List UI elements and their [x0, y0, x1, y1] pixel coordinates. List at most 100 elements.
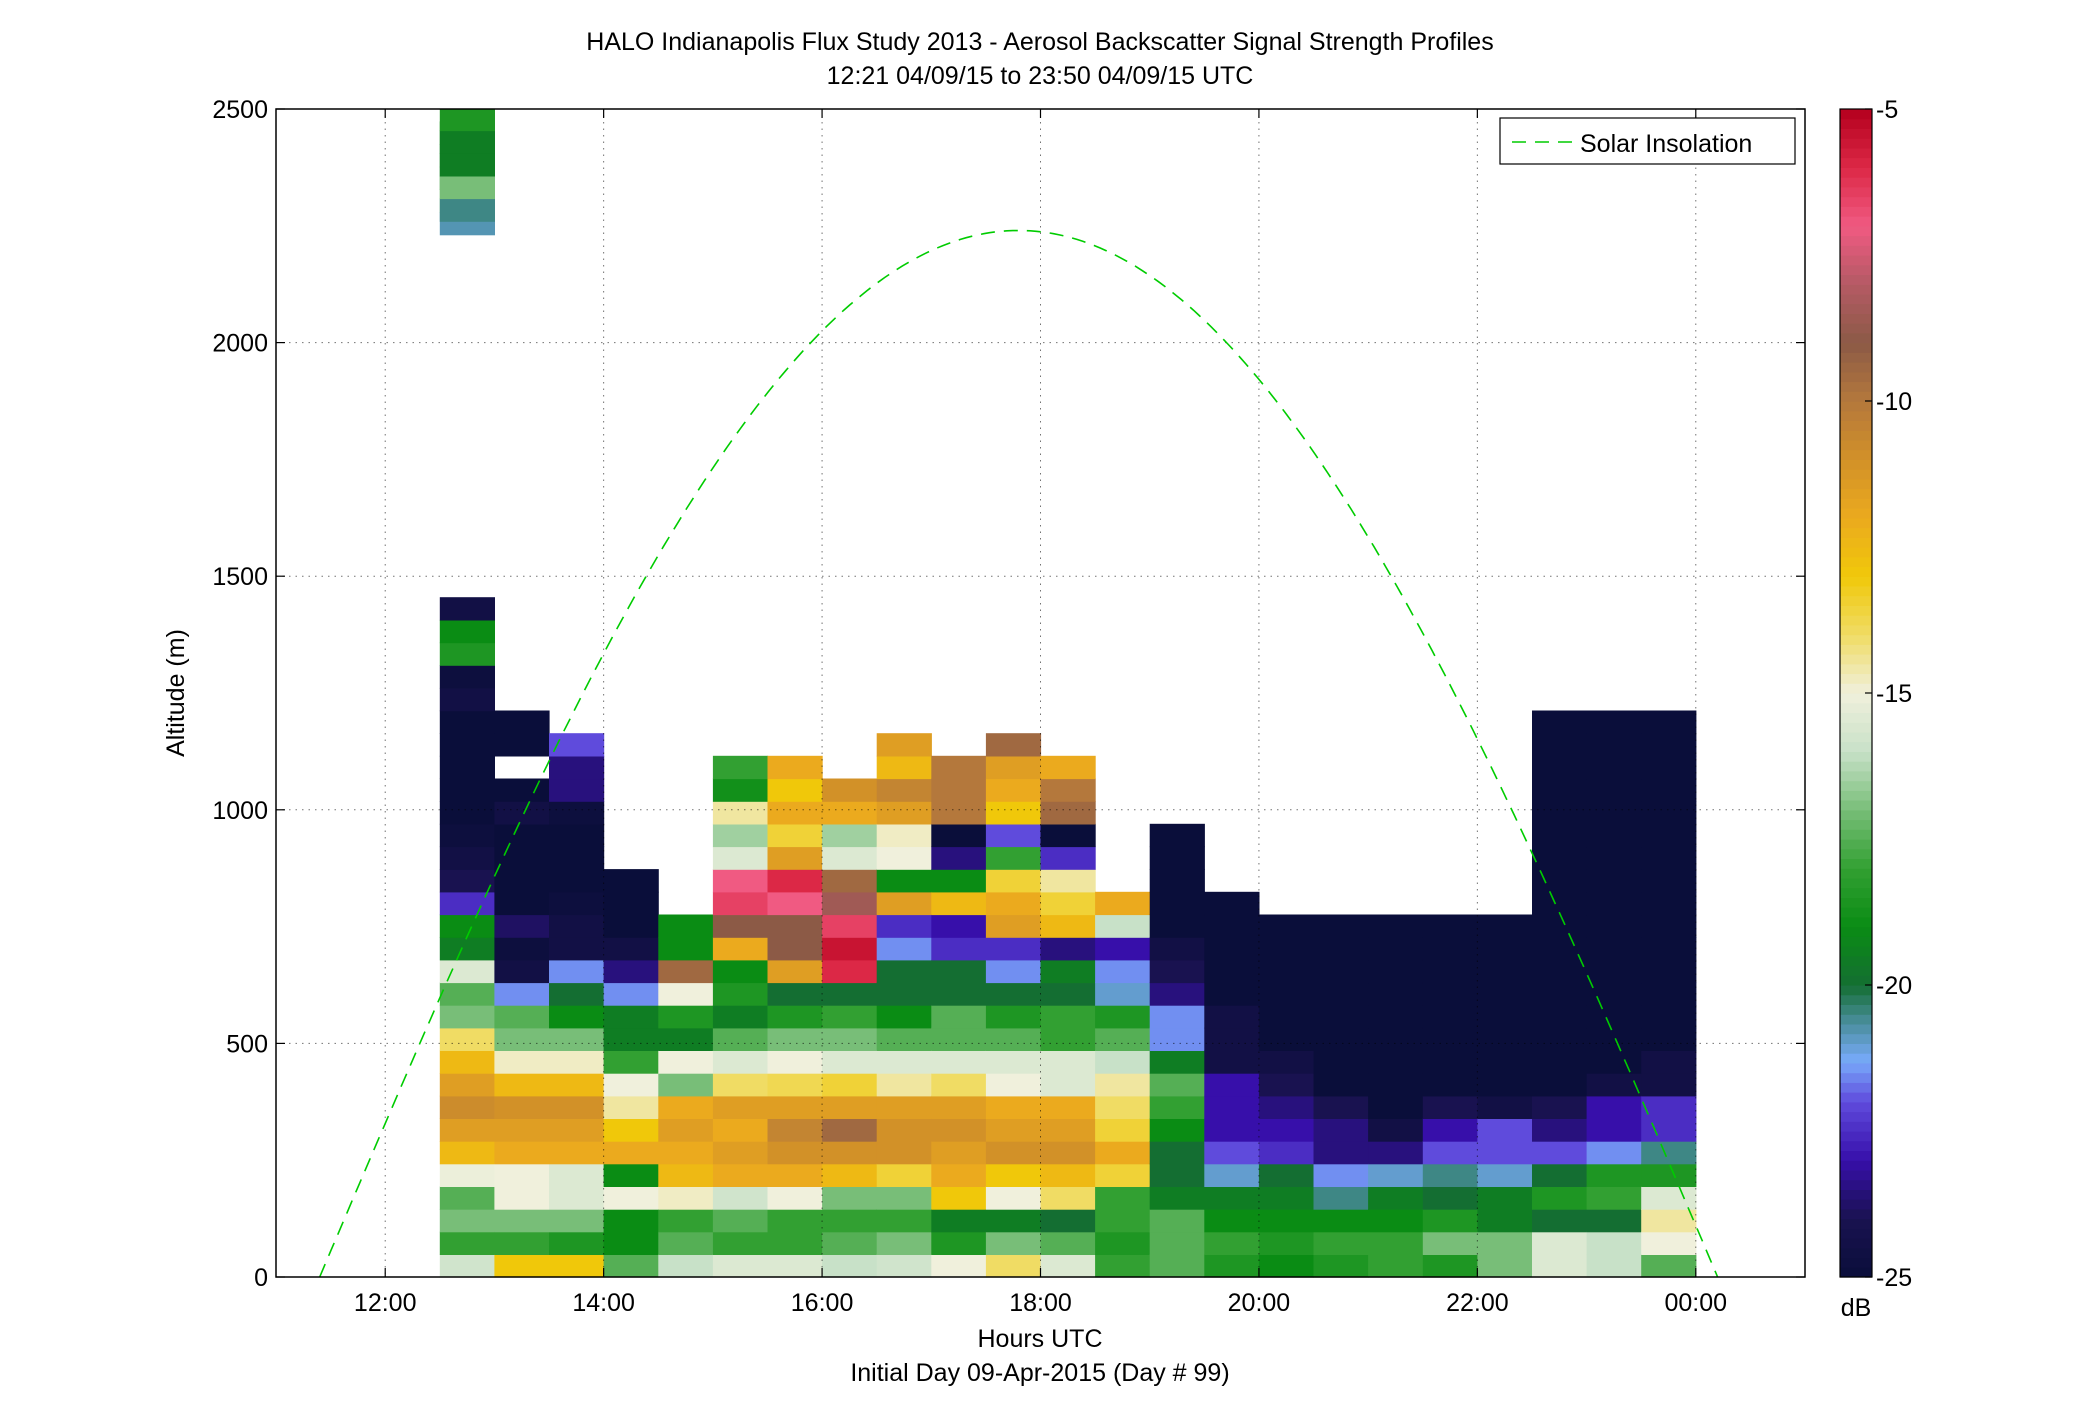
heatmap-cell	[1095, 1209, 1151, 1233]
heatmap-cell	[439, 823, 495, 848]
heatmap-cell	[767, 1005, 823, 1029]
heatmap-cell	[494, 1027, 550, 1051]
y-tick-label: 2500	[212, 96, 268, 124]
colorbar-segment	[1840, 488, 1872, 499]
heatmap-cell	[876, 1118, 932, 1142]
colorbar-segment	[1840, 1179, 1872, 1190]
legend-box	[1499, 117, 1796, 165]
heatmap-cell	[1040, 801, 1096, 825]
heatmap-cell	[1477, 1118, 1533, 1142]
colorbar-tick-label: -10	[1876, 388, 1912, 416]
heatmap-cell	[439, 619, 495, 644]
heatmap-cell	[1477, 1005, 1533, 1029]
heatmap-cell	[1641, 846, 1697, 870]
heatmap-cell	[549, 823, 605, 848]
heatmap-cell	[1095, 914, 1151, 938]
heatmap-cell	[1313, 1141, 1369, 1165]
colorbar-segment	[1840, 167, 1872, 178]
heatmap-cell	[1149, 1254, 1205, 1278]
heatmap-cell	[1641, 755, 1697, 780]
colorbar-segment	[1840, 712, 1872, 723]
colorbar-segment	[1840, 800, 1872, 811]
colorbar-segment	[1840, 508, 1872, 519]
heatmap-cell	[876, 1186, 932, 1210]
heatmap-cell	[985, 891, 1042, 916]
heatmap-cell	[549, 1005, 605, 1029]
heatmap-cell	[1258, 1141, 1315, 1165]
solar-insolation-curve	[318, 229, 1719, 1278]
heatmap-cell	[1095, 1050, 1151, 1074]
heatmap-cell	[439, 687, 495, 712]
heatmap-cell	[1313, 959, 1369, 984]
heatmap-cell	[1422, 1005, 1478, 1029]
heatmap-cell	[1258, 1254, 1315, 1278]
heatmap-cell	[549, 801, 605, 825]
heatmap-cell	[985, 1254, 1042, 1278]
heatmap-cell	[1368, 1073, 1424, 1097]
heatmap-cell	[1422, 914, 1478, 938]
heatmap-cell	[1040, 1209, 1096, 1233]
y-axis-ticks: 0 500 1000 1500 2000 2500	[212, 96, 1805, 1292]
heatmap-cell	[985, 733, 1042, 757]
heatmap-cell	[1532, 1209, 1588, 1233]
colorbar-segment	[1840, 1218, 1872, 1229]
colorbar-segment	[1840, 264, 1872, 275]
heatmap-cell	[439, 1005, 495, 1029]
heatmap-cell	[549, 1027, 605, 1051]
heatmap-cell	[1586, 1027, 1642, 1051]
heatmap-cell	[1641, 937, 1697, 961]
heatmap-cell	[876, 1209, 932, 1233]
heatmap-cell	[549, 1186, 605, 1210]
heatmap-cell	[1040, 982, 1096, 1006]
colorbar-segment	[1840, 1082, 1872, 1093]
heatmap-cell	[1422, 1095, 1478, 1119]
heatmap-cell	[439, 1118, 495, 1142]
heatmap-cell	[1258, 1163, 1315, 1187]
colorbar-segment	[1840, 147, 1872, 159]
heatmap-cell	[603, 1141, 659, 1165]
heatmap-cell	[439, 642, 495, 666]
heatmap-cell	[1258, 1050, 1315, 1074]
heatmap-cell	[439, 109, 495, 132]
heatmap-cell	[439, 959, 495, 984]
heatmap-cell	[1040, 1027, 1096, 1051]
colorbar-segment	[1840, 702, 1872, 713]
heatmap-cell	[822, 937, 878, 961]
heatmap-cell	[876, 1254, 932, 1278]
heatmap-cell	[931, 869, 987, 893]
heatmap-cell	[1477, 1231, 1533, 1255]
colorbar-segment	[1840, 371, 1872, 383]
heatmap-cell	[1149, 869, 1205, 893]
heatmap-cell	[549, 733, 605, 757]
colorbar-segment	[1840, 975, 1872, 986]
heatmap-cell	[494, 1231, 550, 1255]
heatmap-cell	[822, 1073, 878, 1097]
heatmap-cell	[549, 1231, 605, 1255]
heatmap-cell	[1040, 1050, 1096, 1074]
colorbar-segment	[1840, 1199, 1872, 1210]
colorbar-segment	[1840, 439, 1872, 451]
heatmap-cell	[712, 914, 769, 938]
heatmap-cell	[1532, 891, 1588, 916]
heatmap-cell	[1422, 1163, 1478, 1187]
colorbar-segment	[1840, 1169, 1872, 1181]
heatmap-cell	[1095, 1231, 1151, 1255]
heatmap-cell	[1258, 1073, 1315, 1097]
heatmap-cell	[1313, 1231, 1369, 1255]
heatmap-cell	[1040, 937, 1096, 961]
heatmap-cell	[1532, 1163, 1588, 1187]
colorbar-segment	[1840, 887, 1872, 898]
heatmap-cell	[1258, 959, 1315, 984]
heatmap-cell	[549, 869, 605, 893]
heatmap-cell	[767, 755, 823, 780]
heatmap-cell	[1586, 982, 1642, 1006]
heatmap-cell	[1040, 1231, 1096, 1255]
heatmap-cell	[1532, 801, 1588, 825]
heatmap-cell	[1040, 755, 1096, 780]
heatmap-cell	[1313, 1118, 1369, 1142]
heatmap-cell	[712, 982, 769, 1006]
colorbar-segment	[1840, 537, 1872, 548]
heatmap-cell	[1040, 959, 1096, 984]
heatmap-cell	[1422, 1141, 1478, 1165]
